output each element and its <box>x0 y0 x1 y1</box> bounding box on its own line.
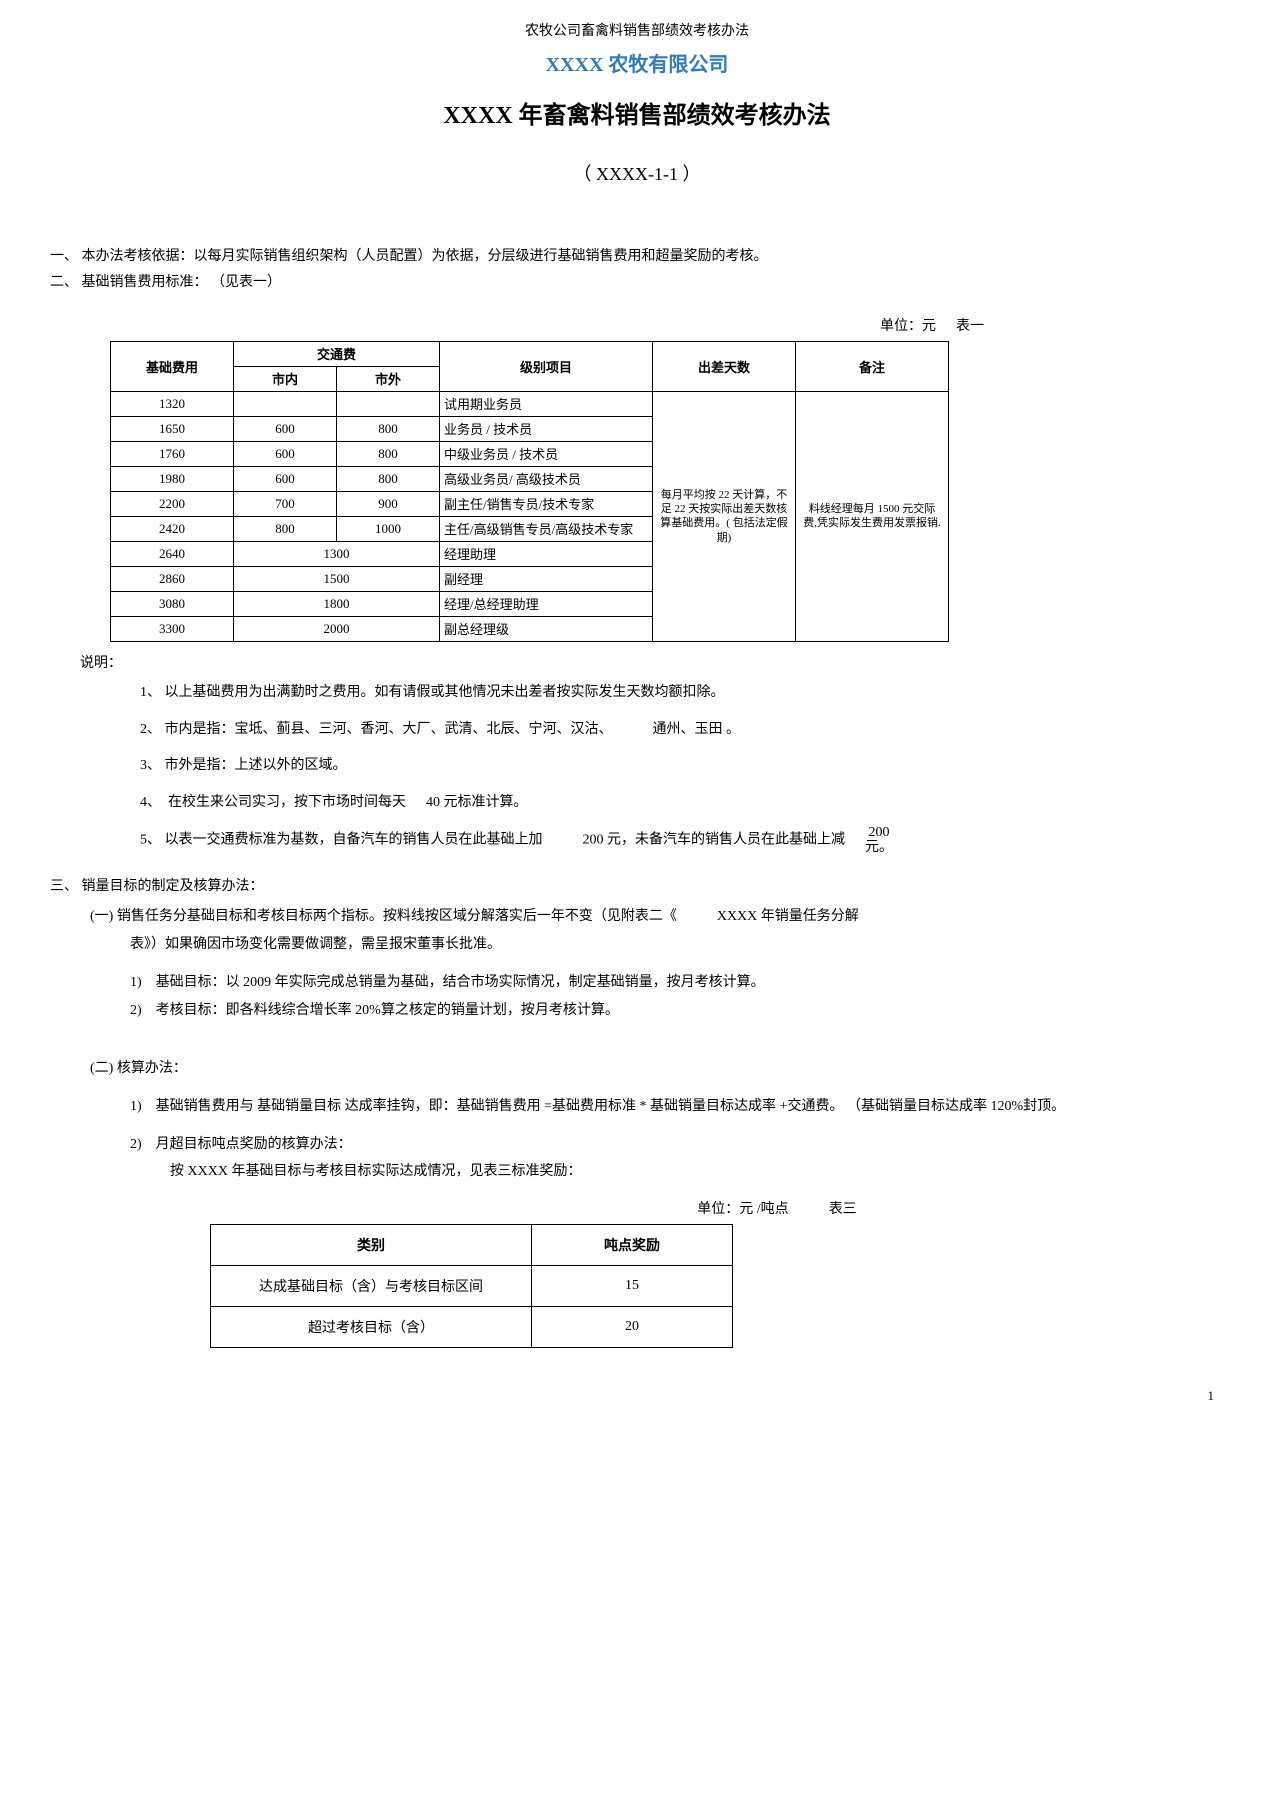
table-1: 基础费用 交通费 级别项目 出差天数 备注 市内 市外 1320 试用期业务员 … <box>110 341 949 642</box>
page-number: 1 <box>50 1388 1224 1404</box>
cell: 3300 <box>111 616 234 641</box>
text: 200 元，未备汽车的销售人员在此基础上减 <box>583 833 846 848</box>
cell: 1300 <box>234 541 440 566</box>
cell: 1650 <box>111 416 234 441</box>
cell: 1980 <box>111 466 234 491</box>
cell: 副经理 <box>440 566 653 591</box>
document-number: （ XXXX-1-1 ） <box>50 160 1224 186</box>
table-label: 表三 <box>829 1202 857 1217</box>
cell: 700 <box>234 491 337 516</box>
cell: 800 <box>337 466 440 491</box>
th: 吨点奖励 <box>532 1224 733 1265</box>
cell <box>337 391 440 416</box>
table-row: 达成基础目标（含）与考核目标区间 15 <box>211 1265 733 1306</box>
page-header-small: 农牧公司畜禽料销售部绩效考核办法 <box>50 20 1224 40</box>
text: 40 元标准计算。 <box>426 795 528 810</box>
sub-item: 按 XXXX 年基础目标与考核目标实际达成情况，见表三标准奖励： <box>170 1159 1224 1184</box>
cell: 3080 <box>111 591 234 616</box>
cell: 达成基础目标（含）与考核目标区间 <box>211 1265 532 1306</box>
cell: 2420 <box>111 516 234 541</box>
table-row: 1320 试用期业务员 每月平均按 22 天计算，不足 22 天按实际出差天数核… <box>111 391 949 416</box>
text: XXXX 年销量任务分解 <box>717 909 859 924</box>
cell: 600 <box>234 441 337 466</box>
cell: 900 <box>337 491 440 516</box>
sub-item: 1) 基础销售费用与 基础销量目标 达成率挂钩，即：基础销售费用 =基础费用标准… <box>130 1093 1224 1121</box>
explain-heading: 说明： <box>80 652 1224 672</box>
explain-item: 4、 在校生来公司实习，按下市场时间每天 40 元标准计算。 <box>140 788 1224 819</box>
table3-unit: 单位：元 /吨点 表三 <box>330 1198 1224 1218</box>
cell: 1800 <box>234 591 440 616</box>
sub-item: 1) 基础目标：以 2009 年实际完成总销量为基础，结合市场实际情况，制定基础… <box>130 969 1224 997</box>
cell: 800 <box>234 516 337 541</box>
text: 5、 以表一交通费标准为基数，自备汽车的销售人员在此基础上加 <box>140 833 543 848</box>
text: 4、 在校生来公司实习，按下市场时间每天 <box>140 795 406 810</box>
cell: 600 <box>234 466 337 491</box>
th-remark: 备注 <box>796 341 949 391</box>
cell: 600 <box>234 416 337 441</box>
cell: 15 <box>532 1265 733 1306</box>
cell: 中级业务员 / 技术员 <box>440 441 653 466</box>
remark-cell: 料线经理每月 1500 元交际费,凭实际发生费用发票报销. <box>796 391 949 641</box>
cell: 主任/高级销售专员/高级技术专家 <box>440 516 653 541</box>
th-in: 市内 <box>234 366 337 391</box>
cell: 20 <box>532 1306 733 1347</box>
cell: 800 <box>337 441 440 466</box>
unit-text: 单位：元 /吨点 <box>697 1202 788 1217</box>
sub-item: (一) 销售任务分基础目标和考核目标两个指标。按料线按区域分解落实后一年不变（见… <box>90 903 1224 931</box>
table1-unit: 单位：元 表一 <box>50 315 1224 335</box>
cell: 1320 <box>111 391 234 416</box>
th-out: 市外 <box>337 366 440 391</box>
th-base: 基础费用 <box>111 341 234 391</box>
section-3: 三、 销量目标的制定及核算办法： <box>50 876 1224 898</box>
company-name: XXXX 农牧有限公司 <box>50 48 1224 77</box>
sub-item: 2) 考核目标：即各料线综合增长率 20%算之核定的销量计划，按月考核计算。 <box>130 997 1224 1025</box>
explain-item: 3、 市外是指：上述以外的区域。 <box>140 751 1224 782</box>
cell: 800 <box>337 416 440 441</box>
th-traffic: 交通费 <box>234 341 440 366</box>
cell: 1000 <box>337 516 440 541</box>
unit-text: 单位：元 <box>880 319 936 334</box>
cell: 2640 <box>111 541 234 566</box>
cell: 超过考核目标（含） <box>211 1306 532 1347</box>
sub-item: 表》）如果确因市场变化需要做调整，需呈报宋董事长批准。 <box>130 931 1224 959</box>
cell: 1760 <box>111 441 234 466</box>
cell: 经理助理 <box>440 541 653 566</box>
text: 2、 市内是指：宝坻、蓟县、三河、香河、大厂、武清、北辰、宁河、汉沽、 <box>140 722 613 737</box>
section-1: 一、 本办法考核依据：以每月实际销售组织架构（人员配置）为依据，分层级进行基础销… <box>50 246 1224 268</box>
explain-list: 1、 以上基础费用为出满勤时之费用。如有请假或其他情况未出差者按实际发生天数均额… <box>140 678 1224 857</box>
th: 类别 <box>211 1224 532 1265</box>
document-title: XXXX 年畜禽料销售部绩效考核办法 <box>50 95 1224 130</box>
text: 元。 <box>865 840 893 855</box>
text: 200 <box>869 825 890 840</box>
table-3: 类别 吨点奖励 达成基础目标（含）与考核目标区间 15 超过考核目标（含） 20 <box>210 1224 733 1348</box>
explain-item: 1、 以上基础费用为出满勤时之费用。如有请假或其他情况未出差者按实际发生天数均额… <box>140 678 1224 709</box>
cell: 2000 <box>234 616 440 641</box>
th-level: 级别项目 <box>440 341 653 391</box>
cell: 试用期业务员 <box>440 391 653 416</box>
cell: 副主任/销售专员/技术专家 <box>440 491 653 516</box>
table-row: 超过考核目标（含） 20 <box>211 1306 733 1347</box>
explain-item: 2、 市内是指：宝坻、蓟县、三河、香河、大厂、武清、北辰、宁河、汉沽、 通州、玉田… <box>140 715 1224 746</box>
cell: 副总经理级 <box>440 616 653 641</box>
sub-item: (二) 核算办法： <box>90 1055 1224 1083</box>
cell: 经理/总经理助理 <box>440 591 653 616</box>
text: 通州、玉田 。 <box>653 722 741 737</box>
cell: 2860 <box>111 566 234 591</box>
cell <box>234 391 337 416</box>
explain-item: 5、 以表一交通费标准为基数，自备汽车的销售人员在此基础上加 200 元，未备汽车… <box>140 825 1224 856</box>
sub-item: 2) 月超目标吨点奖励的核算办法： <box>130 1131 1224 1159</box>
section-2: 二、 基础销售费用标准： （见表一） <box>50 272 1224 294</box>
cell: 2200 <box>111 491 234 516</box>
text: (一) 销售任务分基础目标和考核目标两个指标。按料线按区域分解落实后一年不变（见… <box>90 909 677 924</box>
cell: 1500 <box>234 566 440 591</box>
cell: 高级业务员/ 高级技术员 <box>440 466 653 491</box>
th-days: 出差天数 <box>653 341 796 391</box>
table-label: 表一 <box>956 319 984 334</box>
cell: 业务员 / 技术员 <box>440 416 653 441</box>
days-cell: 每月平均按 22 天计算，不足 22 天按实际出差天数核算基础费用。( 包括法定… <box>653 391 796 641</box>
